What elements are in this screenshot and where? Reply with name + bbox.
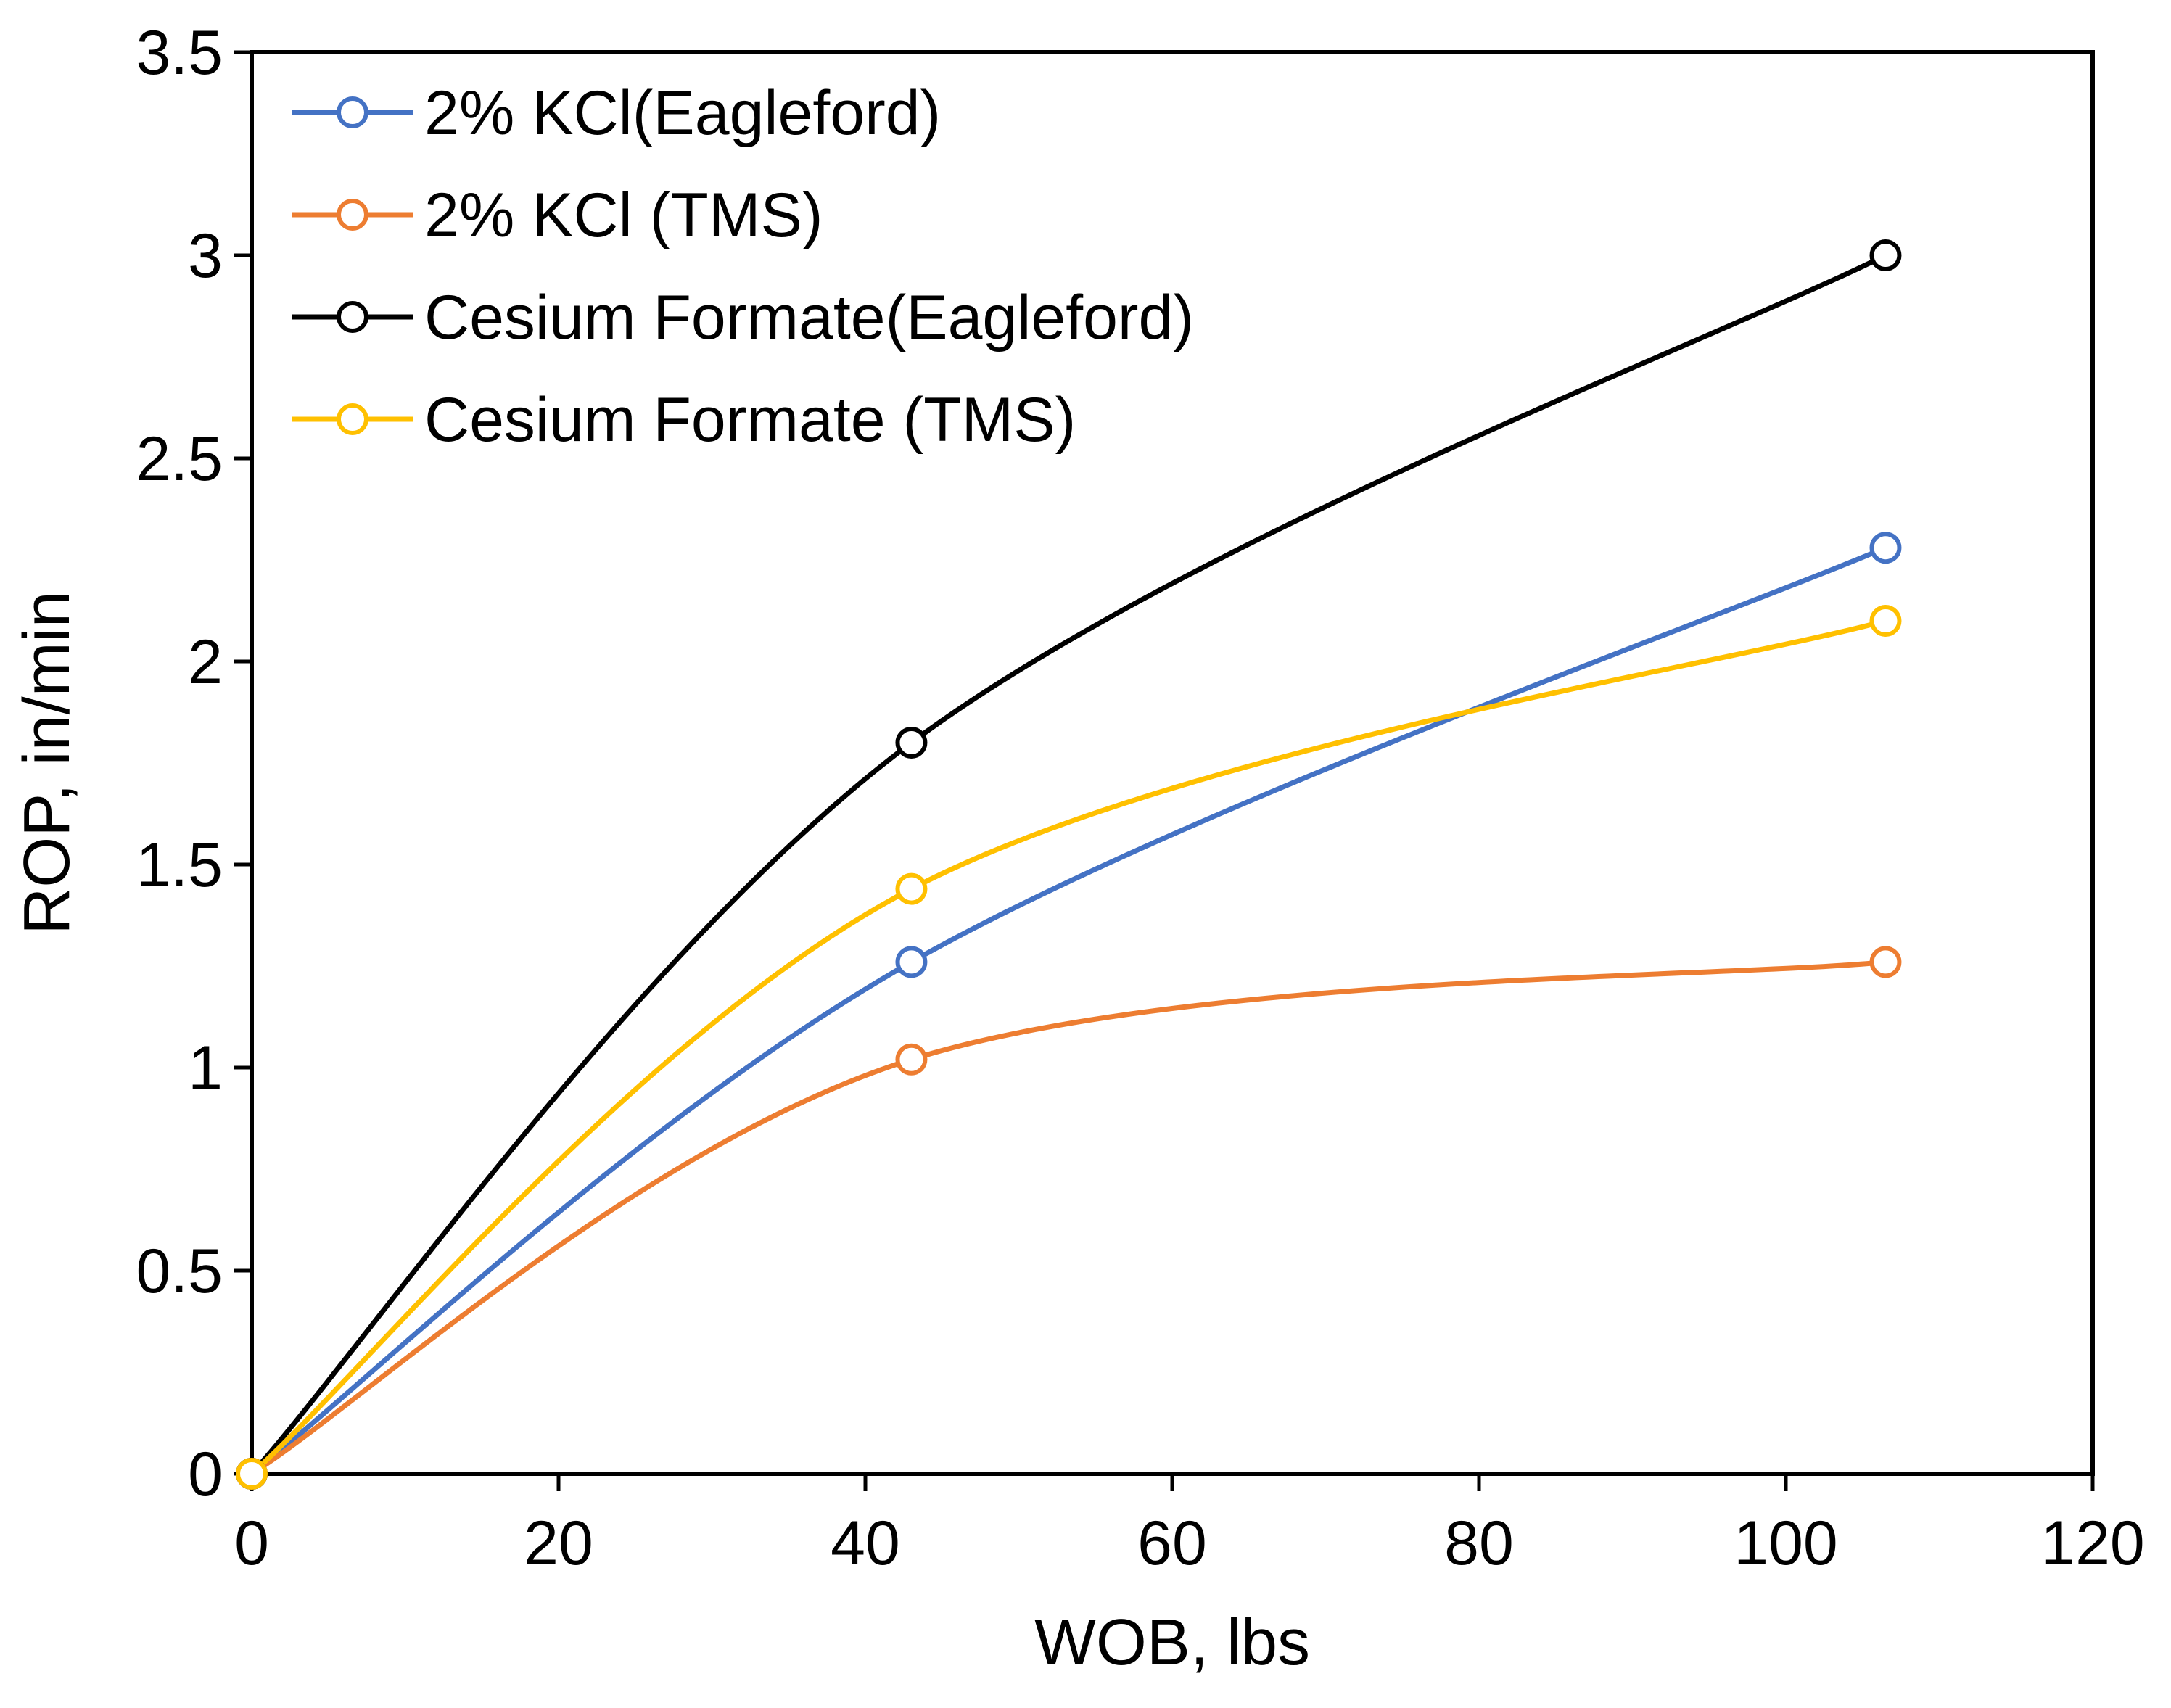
x-tick-label: 80 — [1444, 1509, 1514, 1578]
legend-label: 2% KCl(Eagleford) — [424, 78, 941, 148]
y-tick-label: 1.5 — [136, 830, 223, 900]
data-point-cesium-formate-tms — [1869, 605, 1902, 637]
data-point-2-kcl-eagleford — [1869, 532, 1902, 564]
y-tick-label: 0 — [188, 1440, 223, 1509]
y-axis-title: ROP, in/min — [11, 591, 83, 935]
y-tick-label: 3.5 — [136, 18, 223, 88]
legend-swatch-marker — [337, 403, 368, 435]
series-points — [236, 239, 1902, 1490]
x-tick-label: 20 — [524, 1509, 593, 1578]
x-tick-label: 0 — [234, 1509, 269, 1578]
y-tick-label: 3 — [188, 221, 223, 291]
x-tick-label: 120 — [2040, 1509, 2145, 1578]
data-point-cesium-formate-tms — [895, 872, 928, 905]
y-tick-label: 0.5 — [136, 1237, 223, 1306]
legend-label: Cesium Formate(Eagleford) — [424, 283, 1194, 352]
legend-label: Cesium Formate (TMS) — [424, 385, 1076, 455]
y-tick-label: 2 — [188, 627, 223, 697]
data-point-cesium-formate-eagleford — [895, 727, 928, 759]
plot-area — [250, 50, 2095, 1476]
x-axis-title: WOB, lbs — [1034, 1606, 1310, 1679]
legend-label: 2% KCl (TMS) — [424, 181, 823, 250]
series-line-2-kcl-eagleford — [250, 545, 1887, 1476]
legend: 2% KCl(Eagleford) 2% KCl (TMS) Cesium Form… — [292, 78, 1194, 455]
legend-swatch-marker — [337, 96, 368, 128]
x-tick-label: 60 — [1137, 1509, 1207, 1578]
data-point-cesium-formate-eagleford — [1869, 239, 1902, 271]
data-point-2-kcl-tms — [895, 1043, 928, 1076]
data-point-cesium-formate-tms — [236, 1458, 268, 1490]
legend-swatch-marker — [337, 199, 368, 231]
x-tick-label: 40 — [831, 1509, 900, 1578]
legend-swatch-marker — [337, 301, 368, 333]
data-point-2-kcl-tms — [1869, 946, 1902, 978]
x-tick-label: 100 — [1734, 1509, 1838, 1578]
data-point-2-kcl-eagleford — [895, 946, 928, 978]
x-axis-ticks: 0 20 40 60 80 100 120 — [234, 1474, 2145, 1578]
y-axis-ticks: 0 0.5 1 1.5 2 2.5 3 3.5 — [136, 18, 252, 1509]
y-tick-label: 2.5 — [136, 424, 223, 494]
y-tick-label: 1 — [188, 1034, 223, 1103]
